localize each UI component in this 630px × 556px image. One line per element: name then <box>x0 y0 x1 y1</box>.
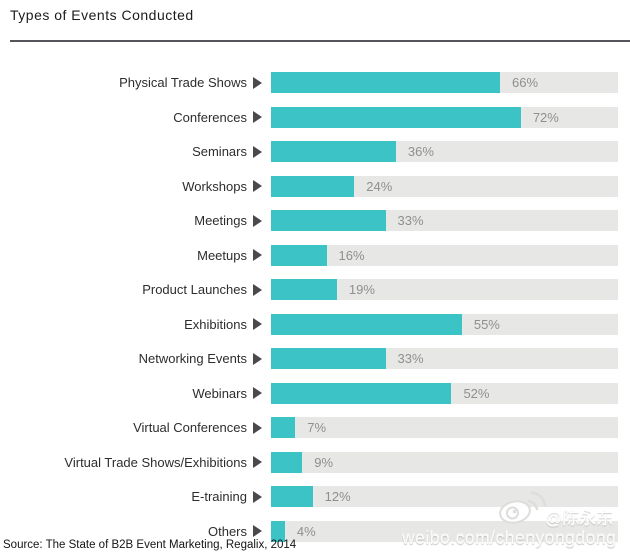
category-label: Networking Events <box>138 351 247 366</box>
category-label: Product Launches <box>142 282 247 297</box>
watermark-url: weibo.com/chenyongdong <box>402 528 617 548</box>
arrow-right-icon <box>253 525 262 537</box>
arrow-right-icon <box>253 283 262 296</box>
bar-row: Webinars 52% <box>0 382 618 404</box>
category-label: Conferences <box>173 109 247 125</box>
bar-fill <box>271 244 327 266</box>
bar-fill <box>271 451 303 473</box>
arrow-right-icon <box>253 180 262 192</box>
value-label: 24% <box>366 178 393 194</box>
bar-track: 72% <box>271 106 618 128</box>
bar-fill <box>271 210 386 231</box>
value-label: 33% <box>397 213 424 228</box>
bar-row: Seminars 36% <box>0 141 618 162</box>
bar-track: 7% <box>271 417 618 438</box>
bar-fill <box>271 106 521 128</box>
bar-fill <box>271 417 296 438</box>
arrow-right-icon <box>253 421 262 434</box>
category-label: Virtual Trade Shows/Exhibitions <box>64 454 247 470</box>
value-label: 9% <box>314 454 334 470</box>
category-label: Meetups <box>197 247 247 263</box>
bar-track: 33% <box>271 348 618 369</box>
weibo-logo-icon <box>499 491 547 524</box>
arrow-right-icon <box>253 352 262 365</box>
value-label: 19% <box>348 282 375 297</box>
bar-track: 52% <box>271 382 618 404</box>
category-label: Webinars <box>192 385 247 401</box>
value-label: 36% <box>407 144 434 159</box>
bar-track: 9% <box>271 451 618 473</box>
bar-fill <box>271 520 285 542</box>
bar-fill <box>271 348 386 369</box>
bar-track: 36% <box>271 141 618 162</box>
arrow-right-icon <box>253 145 262 158</box>
value-label: 55% <box>473 316 500 332</box>
bar-row: Meetups 16% <box>0 244 618 266</box>
bar-fill <box>271 72 501 93</box>
value-label: 12% <box>324 489 351 504</box>
bar-row: Virtual Conferences 7% <box>0 417 618 438</box>
value-label: 52% <box>463 385 490 401</box>
bar-track: 55% <box>271 313 618 335</box>
arrow-right-icon <box>253 111 262 123</box>
category-label: Virtual Conferences <box>133 420 247 435</box>
value-label: 72% <box>532 109 559 125</box>
bar-track: 66% <box>271 72 618 93</box>
arrow-right-icon <box>253 387 262 399</box>
category-label: Seminars <box>192 144 247 159</box>
bar-row: Physical Trade Shows 66% <box>0 72 618 93</box>
category-label: Physical Trade Shows <box>119 75 247 90</box>
bar-fill <box>271 382 452 404</box>
title-rule <box>10 40 630 42</box>
bar-row: Networking Events 33% <box>0 348 618 369</box>
bar-chart: Physical Trade Shows 66% Conferences 72%… <box>0 72 618 542</box>
bar-row: Virtual Trade Shows/Exhibitions 9% <box>0 451 618 473</box>
bar-fill <box>271 486 313 507</box>
arrow-right-icon <box>253 76 262 89</box>
bar-fill <box>271 141 396 162</box>
bar-row: Meetings 33% <box>0 210 618 231</box>
value-label: 4% <box>296 523 316 539</box>
category-label: Workshops <box>182 178 247 194</box>
chart-title: Types of Events Conducted <box>10 7 194 23</box>
bar-track: 24% <box>271 175 618 197</box>
bar-fill <box>271 175 355 197</box>
value-label: 33% <box>397 351 424 366</box>
bar-track: 33% <box>271 210 618 231</box>
bar-row: Workshops 24% <box>0 175 618 197</box>
category-label: E-training <box>191 489 247 504</box>
arrow-right-icon <box>253 490 262 503</box>
bar-fill <box>271 313 462 335</box>
bar-row: Others 4% <box>0 520 618 542</box>
value-label: 66% <box>512 75 539 90</box>
arrow-right-icon <box>253 214 262 227</box>
value-label: 16% <box>338 247 365 263</box>
source-note: Source: The State of B2B Event Marketing… <box>3 539 297 551</box>
bar-track: 19% <box>271 279 618 300</box>
bar-row: Product Launches 19% <box>0 279 618 300</box>
category-label: Others <box>207 523 247 539</box>
category-label: Meetings <box>194 213 247 228</box>
arrow-right-icon <box>253 456 262 468</box>
bar-track: 16% <box>271 244 618 266</box>
category-label: Exhibitions <box>184 316 247 332</box>
watermark-handle: @陈永东 <box>545 509 614 528</box>
bar-row: Exhibitions 55% <box>0 313 618 335</box>
arrow-right-icon <box>253 249 262 261</box>
bar-row: Conferences 72% <box>0 106 618 128</box>
arrow-right-icon <box>253 318 262 330</box>
bar-fill <box>271 279 337 300</box>
value-label: 7% <box>307 420 327 435</box>
bar-track: 4% <box>271 520 618 542</box>
